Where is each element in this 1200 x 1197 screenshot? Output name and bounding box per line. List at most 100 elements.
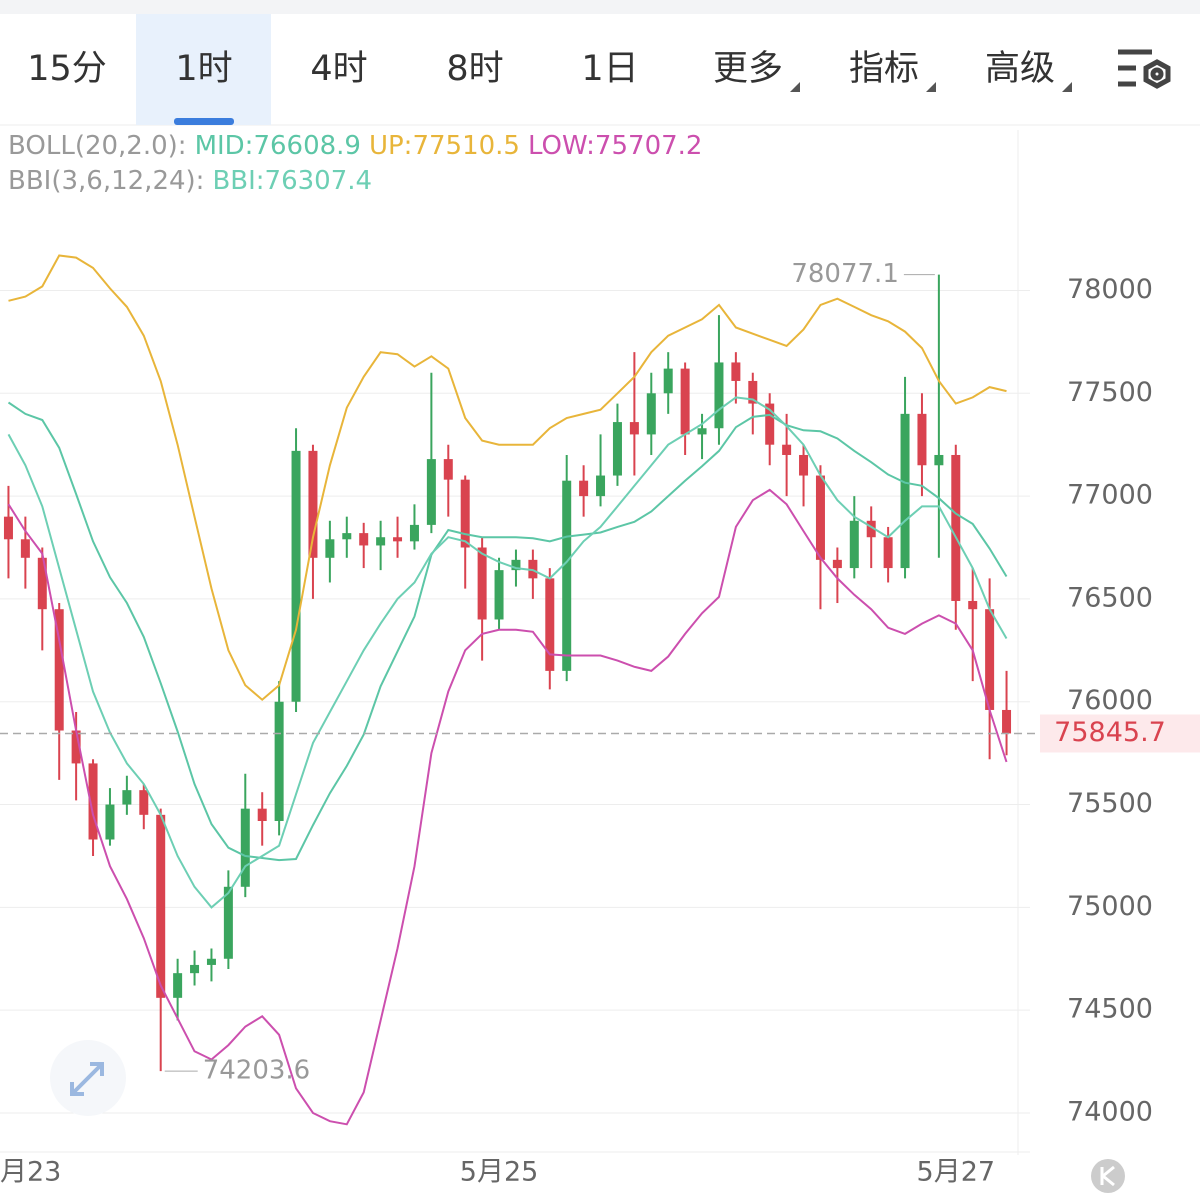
candle-body: [376, 537, 386, 546]
tab[interactable]: 4时: [310, 49, 367, 89]
candle-body: [20, 539, 30, 558]
candle-body: [917, 413, 927, 466]
y-tick-label: 74500: [1067, 994, 1153, 1025]
candle-body: [443, 459, 453, 480]
candle-body: [968, 600, 978, 610]
candle-body: [934, 454, 944, 466]
candle-body: [815, 475, 825, 560]
active-tab-indicator: [174, 118, 234, 125]
candle-body: [223, 886, 233, 959]
tab[interactable]: 15分: [27, 49, 107, 89]
dropdown-caret: [926, 82, 936, 92]
indicator-value: UP:77510.5: [369, 131, 520, 161]
settings-icon[interactable]: [1118, 49, 1171, 89]
candle-body: [409, 524, 419, 542]
y-tick-label: 75000: [1067, 891, 1153, 922]
candle-body: [646, 393, 656, 435]
candle-body: [849, 520, 859, 569]
candle-body: [240, 808, 250, 887]
candle-body: [291, 450, 301, 702]
tab[interactable]: 更多: [713, 49, 783, 89]
indicator-legend: BOLL(20,2.0): MID:76608.9 UP:77510.5 LOW:75…: [8, 131, 702, 196]
active-tab-bg: [136, 14, 271, 125]
last-price-bg: [1040, 714, 1200, 753]
candle-body: [900, 413, 910, 569]
candle-body: [190, 964, 200, 974]
candle-body: [985, 609, 995, 710]
indicator-row: BBI(3,6,12,24): BBI:76307.4: [8, 166, 372, 196]
low-annotation: 74203.6: [203, 1056, 311, 1086]
y-tick-label: 76500: [1067, 582, 1153, 613]
candle-body: [71, 730, 81, 764]
candle-body: [866, 520, 876, 538]
y-tick-label: 74000: [1067, 1096, 1153, 1127]
last-price-label: 75845.7: [1054, 717, 1166, 748]
kline-button[interactable]: [1091, 1159, 1125, 1193]
candle-body: [494, 570, 504, 620]
candle-body: [139, 790, 149, 815]
indicator-line: [7, 401, 1008, 862]
indicator-line: [7, 396, 1008, 909]
y-tick-label: 75500: [1067, 788, 1153, 819]
candle-body: [596, 475, 606, 497]
candle-body: [1002, 709, 1012, 734]
indicator-prefix: BOLL(20,2.0):: [8, 131, 187, 161]
candle-body: [562, 480, 572, 671]
indicator-line: [8, 254, 1007, 702]
candle-body: [122, 790, 132, 805]
tab[interactable]: 1时: [175, 49, 232, 89]
candle-body: [477, 547, 487, 620]
candle-body: [105, 804, 115, 840]
candle-body: [308, 450, 318, 558]
candle-body: [54, 609, 64, 731]
chart: 74000 74500 75000 75500 76000 76500 77000 77500…: [0, 130, 1200, 1188]
candle-body: [206, 958, 216, 965]
indicator-value: MID:76608.9: [195, 131, 361, 161]
candle-body: [697, 428, 707, 435]
high-annotation: 78077.1: [791, 259, 899, 289]
candle-body: [393, 537, 403, 542]
dropdown-caret: [1062, 82, 1072, 92]
candle-body: [748, 380, 758, 404]
indicator-row: BOLL(20,2.0): MID:76608.9 UP:77510.5 LOW:75…: [8, 131, 702, 161]
plot-area: [3, 254, 1012, 1126]
y-tick-label: 76000: [1067, 685, 1153, 716]
candle-body: [173, 973, 183, 998]
tab[interactable]: 高级: [985, 49, 1055, 89]
candle-body: [342, 533, 352, 540]
candle-body: [714, 362, 724, 429]
candle-body: [782, 444, 792, 455]
candle-body: [612, 422, 622, 476]
candle-body: [629, 422, 639, 435]
indicator-value: LOW:75707.2: [528, 131, 702, 161]
indicator-prefix: BBI(3,6,12,24):: [8, 166, 204, 196]
candle-body: [156, 814, 166, 998]
expand-button[interactable]: [50, 1040, 126, 1116]
candle-body: [257, 808, 267, 821]
candle-body: [460, 479, 470, 548]
candle-body: [731, 362, 741, 381]
candle-body: [359, 533, 369, 546]
tab-bar: 15分 1时 4时 8时 1日 更多 指标 高级: [27, 14, 1072, 125]
candle-body: [579, 480, 589, 497]
candle-body: [832, 559, 842, 569]
x-tick-label: 5月27: [917, 1157, 996, 1188]
indicator-value: BBI:76307.4: [212, 166, 372, 196]
candle-body: [3, 516, 13, 540]
dropdown-caret: [790, 82, 800, 92]
candle-body: [511, 559, 521, 571]
candle-body: [680, 368, 690, 435]
tab[interactable]: 1日: [581, 49, 638, 89]
y-tick-label: 78000: [1067, 274, 1153, 305]
tab[interactable]: 指标: [849, 49, 919, 89]
candle-body: [274, 701, 284, 821]
candle-body: [37, 557, 47, 610]
candle-body: [951, 454, 961, 601]
candle-body: [545, 578, 555, 671]
candle-body: [663, 368, 673, 394]
indicator-line: [7, 488, 1008, 1126]
tab[interactable]: 8时: [446, 49, 503, 89]
candle-body: [883, 537, 893, 569]
candle-body: [765, 403, 775, 445]
